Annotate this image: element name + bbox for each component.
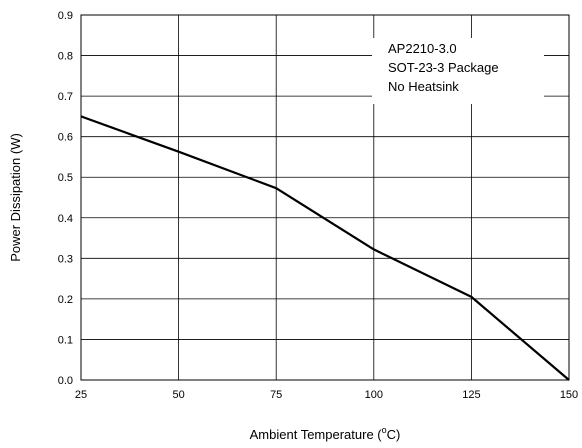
x-tick-label: 125 [462,389,480,401]
x-tick-label: 25 [75,389,87,401]
annotation-line: SOT-23-3 Package [388,60,499,75]
plot-frame [80,14,570,381]
y-tick-label: 0.3 [58,253,73,265]
y-tick-label: 0.4 [58,213,73,225]
x-axis-label-main: Ambient Temperature ( [250,427,383,442]
y-tick-label: 0.7 [58,91,73,103]
y-tick-label: 0.1 [58,334,73,346]
annotation-box: AP2210-3.0 SOT-23-3 Package No Heatsink [372,38,544,104]
x-axis-label-suffix: C) [387,427,401,442]
y-tick-label: 0.5 [58,172,73,184]
power-dissipation-line [80,115,570,381]
y-tick-label: 0.9 [58,10,73,22]
y-tick-label: 0.0 [58,375,73,387]
y-axis-label: Power Dissipation (W) [8,133,23,262]
x-axis-label-degree: o [382,425,387,435]
x-tick-label: 150 [560,389,578,401]
y-tick-label: 0.6 [58,132,73,144]
series-layer [80,115,570,381]
ticks: 25 50 75 100 125 150 0.0 0.1 0.2 0.3 0.4 0.5 0.6 0.7 0… [58,10,578,401]
axis-labels: Power Dissipation (W) Ambient Temperatur… [8,133,400,442]
y-tick-label: 0.8 [58,51,73,63]
annotation-line: AP2210-3.0 [388,41,457,56]
x-axis-label: Ambient Temperature (oC) [250,425,401,442]
annotation-background [372,38,544,104]
x-tick-label: 75 [270,389,282,401]
y-tick-label: 0.2 [58,294,73,306]
annotation-line: No Heatsink [388,79,459,94]
x-tick-label: 50 [172,389,184,401]
x-tick-label: 100 [365,389,383,401]
